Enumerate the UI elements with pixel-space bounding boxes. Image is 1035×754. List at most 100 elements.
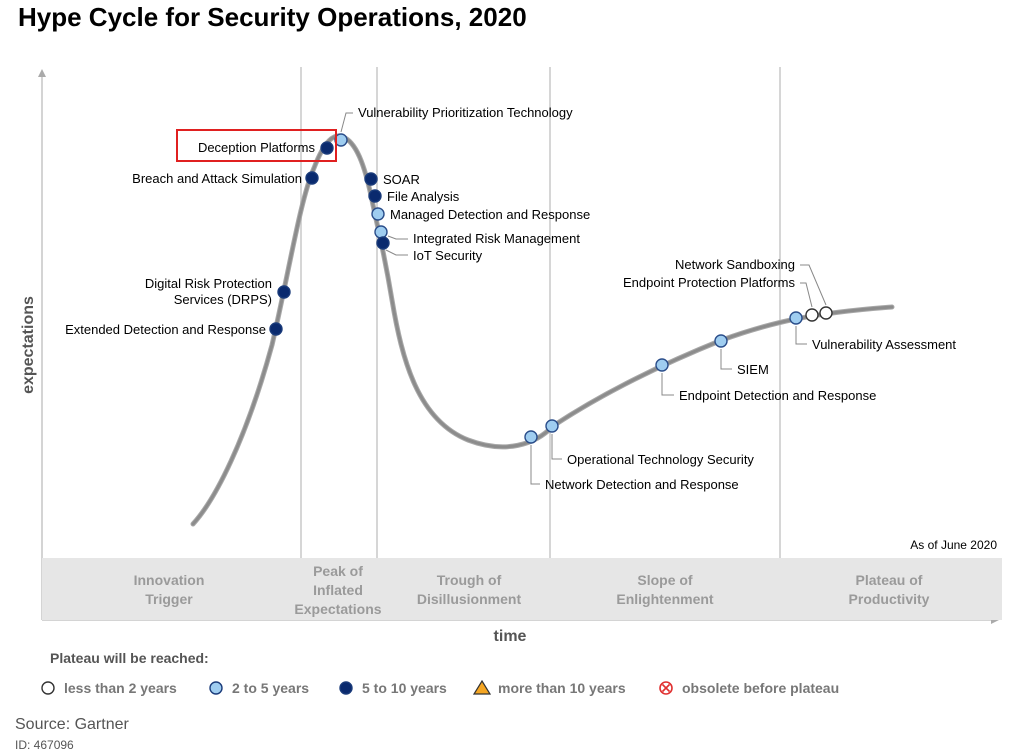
tech-point-integrated-risk-management [374, 225, 388, 239]
tech-network-sandboxing: Network Sandboxing [675, 257, 833, 320]
tech-label-network-sandboxing: Network Sandboxing [675, 257, 795, 272]
tech-point-operational-technology-security [545, 419, 559, 433]
phase-label-1: Trigger [145, 591, 193, 607]
technology-points: Extended Detection and Response Digital R… [65, 105, 956, 492]
tech-extended-detection-and-response: Extended Detection and Response [65, 322, 283, 337]
tech-deception-platforms: Deception Platforms [198, 140, 334, 155]
tech-endpoint-protection-platforms: Endpoint Protection Platforms [623, 275, 819, 322]
phase-label-4: Enlightenment [616, 591, 714, 607]
tech-label-endpoint-detection-and-response: Endpoint Detection and Response [679, 388, 876, 403]
tech-label-integrated-risk-management: Integrated Risk Management [413, 231, 580, 246]
tech-point-iot-security [376, 236, 390, 250]
y-axis-arrow [38, 69, 46, 77]
tech-point-deception-platforms [320, 141, 334, 155]
y-axis-label: expectations [20, 296, 37, 394]
tech-label-iot-security: IoT Security [413, 248, 483, 263]
leader-line-endpoint-protection-platforms [800, 282, 813, 308]
tech-point-soar [364, 172, 378, 186]
tech-point-network-sandboxing [819, 306, 833, 320]
legend-label-obs: obsolete before plateau [682, 680, 839, 696]
tech-iot-security: IoT Security [376, 236, 483, 263]
x-axis-label: time [494, 628, 527, 645]
phase-label-3: Disillusionment [417, 591, 522, 607]
tech-label-soar: SOAR [383, 172, 420, 187]
phase-label-3: Trough of [437, 572, 502, 588]
leader-line-vulnerability-assessment [795, 326, 807, 345]
legend-item-2to5: 2 to 5 years [209, 680, 309, 696]
leader-line-integrated-risk-management [387, 235, 408, 240]
legend-item-5to10: 5 to 10 years [339, 680, 447, 696]
tech-label-managed-detection-and-response: Managed Detection and Response [390, 207, 590, 222]
legend-marker-2to5 [209, 681, 223, 695]
legend-marker-lt2 [41, 681, 55, 695]
leader-line-iot-security [385, 249, 408, 256]
leader-line-network-detection-and-response [530, 445, 540, 485]
document-id: ID: 467096 [15, 738, 74, 752]
legend-label-gt10: more than 10 years [498, 680, 626, 696]
tech-point-file-analysis [368, 189, 382, 203]
tech-label-breach-and-attack-simulation: Breach and Attack Simulation [132, 171, 302, 186]
tech-label-endpoint-protection-platforms: Endpoint Protection Platforms [623, 275, 795, 290]
tech-managed-detection-and-response: Managed Detection and Response [371, 207, 590, 222]
phase-band [42, 558, 1002, 620]
phase-label-1: Innovation [134, 572, 205, 588]
phase-label-2: Expectations [294, 601, 381, 617]
tech-point-network-detection-and-response [524, 430, 538, 444]
phase-label-5: Plateau of [856, 572, 923, 588]
tech-file-analysis: File Analysis [368, 189, 460, 204]
leader-line-endpoint-detection-and-response [661, 373, 674, 396]
tech-point-managed-detection-and-response [371, 207, 385, 221]
tech-endpoint-detection-and-response: Endpoint Detection and Response [655, 358, 876, 403]
tech-label-file-analysis: File Analysis [387, 189, 460, 204]
tech-operational-technology-security: Operational Technology Security [545, 419, 754, 467]
tech-breach-and-attack-simulation: Breach and Attack Simulation [132, 171, 319, 186]
tech-point-extended-detection-and-response [269, 322, 283, 336]
phase-label-5: Productivity [849, 591, 930, 607]
legend: less than 2 years 2 to 5 years 5 to 10 yea… [41, 679, 839, 696]
legend-item-gt10: more than 10 years [472, 679, 626, 696]
tech-point-vulnerability-assessment [789, 311, 803, 325]
tech-point-endpoint-protection-platforms [805, 308, 819, 322]
tech-point-digital-risk-protection-services-drps [277, 285, 291, 299]
leader-line-vulnerability-prioritization-technology [340, 112, 353, 133]
tech-vulnerability-assessment: Vulnerability Assessment [789, 311, 956, 352]
as-of-label: As of June 2020 [910, 538, 997, 552]
tech-point-siem [714, 334, 728, 348]
leader-line-operational-technology-security [551, 434, 562, 460]
tech-label-digital-risk-protection-services-drps: Digital Risk Protection [145, 276, 272, 291]
tech-vulnerability-prioritization-technology: Vulnerability Prioritization Technology [334, 105, 573, 147]
legend-marker-gt10 [472, 679, 492, 695]
hype-curve [191, 134, 894, 526]
tech-label-deception-platforms: Deception Platforms [198, 140, 316, 155]
phase-label-2: Peak of [313, 563, 363, 579]
tech-label-extended-detection-and-response: Extended Detection and Response [65, 322, 266, 337]
tech-siem: SIEM [714, 334, 769, 377]
tech-point-breach-and-attack-simulation [305, 171, 319, 185]
tech-label-operational-technology-security: Operational Technology Security [567, 452, 754, 467]
legend-label-5to10: 5 to 10 years [362, 680, 447, 696]
legend-item-lt2: less than 2 years [41, 680, 177, 696]
page-title: Hype Cycle for Security Operations, 2020 [18, 2, 527, 32]
tech-label-vulnerability-assessment: Vulnerability Assessment [812, 337, 956, 352]
legend-label-2to5: 2 to 5 years [232, 680, 309, 696]
phase-label-4: Slope of [637, 572, 693, 588]
tech-label-siem: SIEM [737, 362, 769, 377]
tech-label-digital-risk-protection-services-drps: Services (DRPS) [174, 292, 272, 307]
tech-soar: SOAR [364, 172, 420, 187]
tech-label-vulnerability-prioritization-technology: Vulnerability Prioritization Technology [358, 105, 573, 120]
legend-label-lt2: less than 2 years [64, 680, 177, 696]
legend-item-obs: obsolete before plateau [659, 680, 839, 696]
legend-marker-5to10 [339, 681, 353, 695]
hype-curve-shadow [190, 133, 895, 527]
tech-label-network-detection-and-response: Network Detection and Response [545, 477, 739, 492]
tech-network-detection-and-response: Network Detection and Response [524, 430, 739, 492]
legend-title: Plateau will be reached: [50, 650, 209, 666]
phase-label-2: Inflated [313, 582, 363, 598]
source-label: Source: Gartner [15, 716, 129, 733]
legend-marker-cross-obs [661, 683, 671, 693]
tech-point-endpoint-detection-and-response [655, 358, 669, 372]
highlight-box-deception-platforms [176, 129, 337, 162]
leader-line-network-sandboxing [800, 264, 827, 306]
